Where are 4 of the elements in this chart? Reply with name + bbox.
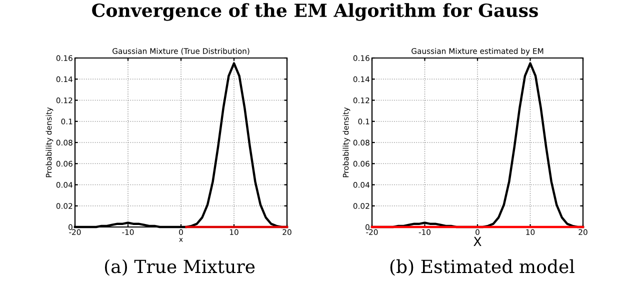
text: Convergence of the EM Algorithm for Gauss bbox=[92, 3, 538, 21]
x-axis-title: X bbox=[474, 236, 482, 246]
text: (b) Estimated model bbox=[390, 259, 574, 276]
text: (a) True Mixture bbox=[104, 259, 255, 276]
